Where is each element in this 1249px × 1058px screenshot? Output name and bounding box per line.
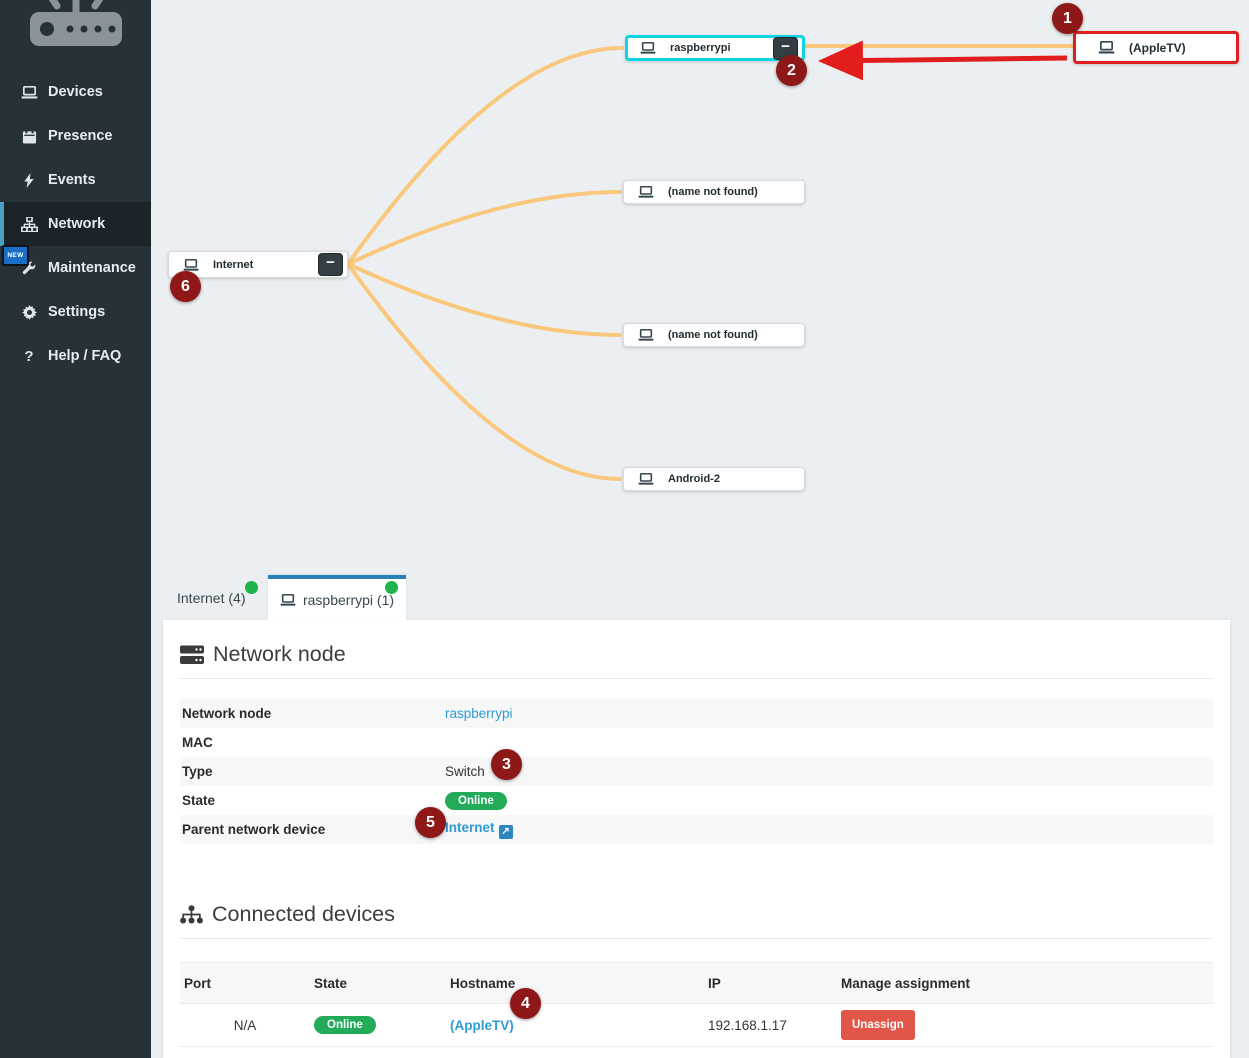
network-topology-map: Internet − raspberrypi − (name not found… [151, 0, 1249, 575]
laptop-icon [638, 473, 654, 485]
laptop-icon [20, 85, 38, 99]
connected-devices-section-title: Connected devices [180, 902, 1213, 927]
node-label: Internet [213, 258, 254, 271]
router-logo-icon [0, 0, 151, 52]
wrench-icon [20, 261, 38, 275]
col-header-hostname: Hostname [450, 975, 516, 991]
divider [180, 678, 1213, 679]
sidebar-item-presence[interactable]: Presence [0, 114, 151, 158]
node-label: (AppleTV) [1129, 40, 1186, 55]
laptop-icon [280, 593, 296, 606]
sitemap-icon [20, 216, 38, 232]
annotation-circle-5: 5 [415, 807, 446, 838]
topology-node-appletv[interactable]: (AppleTV) [1073, 31, 1239, 64]
online-dot-icon [385, 581, 398, 594]
laptop-icon [640, 42, 656, 54]
col-header-ip: IP [708, 975, 721, 991]
new-badge: NEW [2, 245, 29, 266]
sidebar-item-label: Devices [48, 84, 103, 100]
server-icon [180, 645, 204, 665]
sidebar-item-label: Help / FAQ [48, 348, 122, 364]
sidebar-item-label: Events [48, 172, 96, 188]
annotation-circle-2: 2 [776, 55, 807, 86]
sidebar-item-label: Settings [48, 304, 106, 320]
table-row: N/A Online (AppleTV) 192.168.1.17 Unassi… [180, 1004, 1213, 1046]
network-node-section-title: Network node [180, 642, 1213, 667]
topology-node-raspberrypi[interactable]: raspberrypi − [625, 35, 805, 61]
manage-cell: Unassign [837, 1010, 1213, 1040]
annotation-circle-4: 4 [510, 988, 541, 1019]
laptop-icon [638, 186, 654, 198]
sidebar-item-maintenance[interactable]: Maintenance [0, 246, 151, 290]
col-header-state: State [314, 975, 348, 991]
state-cell: Online [310, 1016, 446, 1034]
node-label: Android-2 [668, 473, 720, 485]
online-status-badge: Online [314, 1016, 376, 1034]
type-value: Switch [445, 764, 485, 779]
node-detail-panel: Network node Network node raspberrypi MA… [163, 620, 1230, 1058]
sidebar: Devices Presence Events Network NEW Main… [0, 0, 151, 1058]
hostname-link[interactable]: (AppleTV) [450, 1017, 514, 1033]
sidebar-item-label: Presence [48, 128, 113, 144]
online-status-badge: Online [445, 791, 507, 810]
node-label: (name not found) [668, 186, 758, 198]
topology-node-unknown-2[interactable]: (name not found) [623, 323, 805, 347]
parent-device-link[interactable]: Internet [445, 820, 495, 836]
calendar-icon [20, 128, 38, 144]
table-header-row: Port State Hostname IP Manage assignment [180, 963, 1213, 1004]
topology-node-android2[interactable]: Android-2 [623, 467, 805, 491]
tab-raspberrypi[interactable]: raspberrypi (1) [268, 575, 406, 620]
tab-label: raspberrypi (1) [302, 591, 395, 608]
tab-label: Internet (4) [177, 589, 246, 606]
section-title-text: Connected devices [212, 902, 395, 926]
external-link-icon[interactable]: ↗ [498, 824, 513, 839]
hostname-cell: (AppleTV) [446, 1018, 704, 1033]
annotation-circle-1: 1 [1052, 3, 1083, 34]
port-cell: N/A [233, 1017, 257, 1033]
ip-cell: 192.168.1.17 [708, 1017, 787, 1033]
node-detail-tabs: Internet (4) raspberrypi (1) [151, 575, 1249, 620]
connected-devices-table: Port State Hostname IP Manage assignment… [180, 962, 1213, 1047]
raspberrypi-link[interactable]: raspberrypi [445, 706, 513, 721]
annotation-circle-3: 3 [491, 749, 522, 780]
node-label: raspberrypi [670, 42, 731, 54]
annotation-circle-6: 6 [170, 271, 201, 302]
gear-icon [20, 304, 38, 320]
divider [180, 938, 1213, 939]
col-header-port: Port [184, 975, 211, 991]
tree-icon [180, 905, 203, 924]
network-node-details: Network node raspberrypi MAC Type Switch… [180, 699, 1213, 844]
topology-node-unknown-1[interactable]: (name not found) [623, 180, 805, 204]
detail-row-mac: MAC [182, 735, 213, 750]
sidebar-item-label: Maintenance [48, 260, 136, 276]
section-title-text: Network node [213, 642, 346, 666]
node-label: (name not found) [668, 329, 758, 341]
bolt-icon [20, 172, 38, 188]
detail-row-state: State Online [180, 786, 1213, 815]
sidebar-item-network[interactable]: Network [0, 202, 151, 246]
laptop-icon [183, 258, 199, 271]
detail-row-type: Type Switch [180, 757, 1213, 786]
collapse-button[interactable]: − [318, 253, 343, 276]
sidebar-item-events[interactable]: Events [0, 158, 151, 202]
sidebar-item-label: Network [48, 216, 106, 232]
online-dot-icon [245, 581, 258, 594]
detail-row-network-node: Network node raspberrypi [180, 699, 1213, 728]
col-header-manage: Manage assignment [841, 975, 971, 991]
topology-node-internet[interactable]: Internet − [168, 251, 348, 278]
unassign-button[interactable]: Unassign [841, 1010, 915, 1040]
tab-internet[interactable]: Internet (4) [163, 575, 259, 620]
detail-row-parent: Parent network device Internet ↗ [180, 815, 1213, 844]
sidebar-item-devices[interactable]: Devices [0, 70, 151, 114]
sidebar-item-settings[interactable]: Settings [0, 290, 151, 334]
question-icon: ? [24, 347, 34, 365]
sidebar-item-help[interactable]: ? Help / FAQ [0, 334, 151, 378]
laptop-icon [1098, 41, 1115, 54]
laptop-icon [638, 329, 654, 341]
